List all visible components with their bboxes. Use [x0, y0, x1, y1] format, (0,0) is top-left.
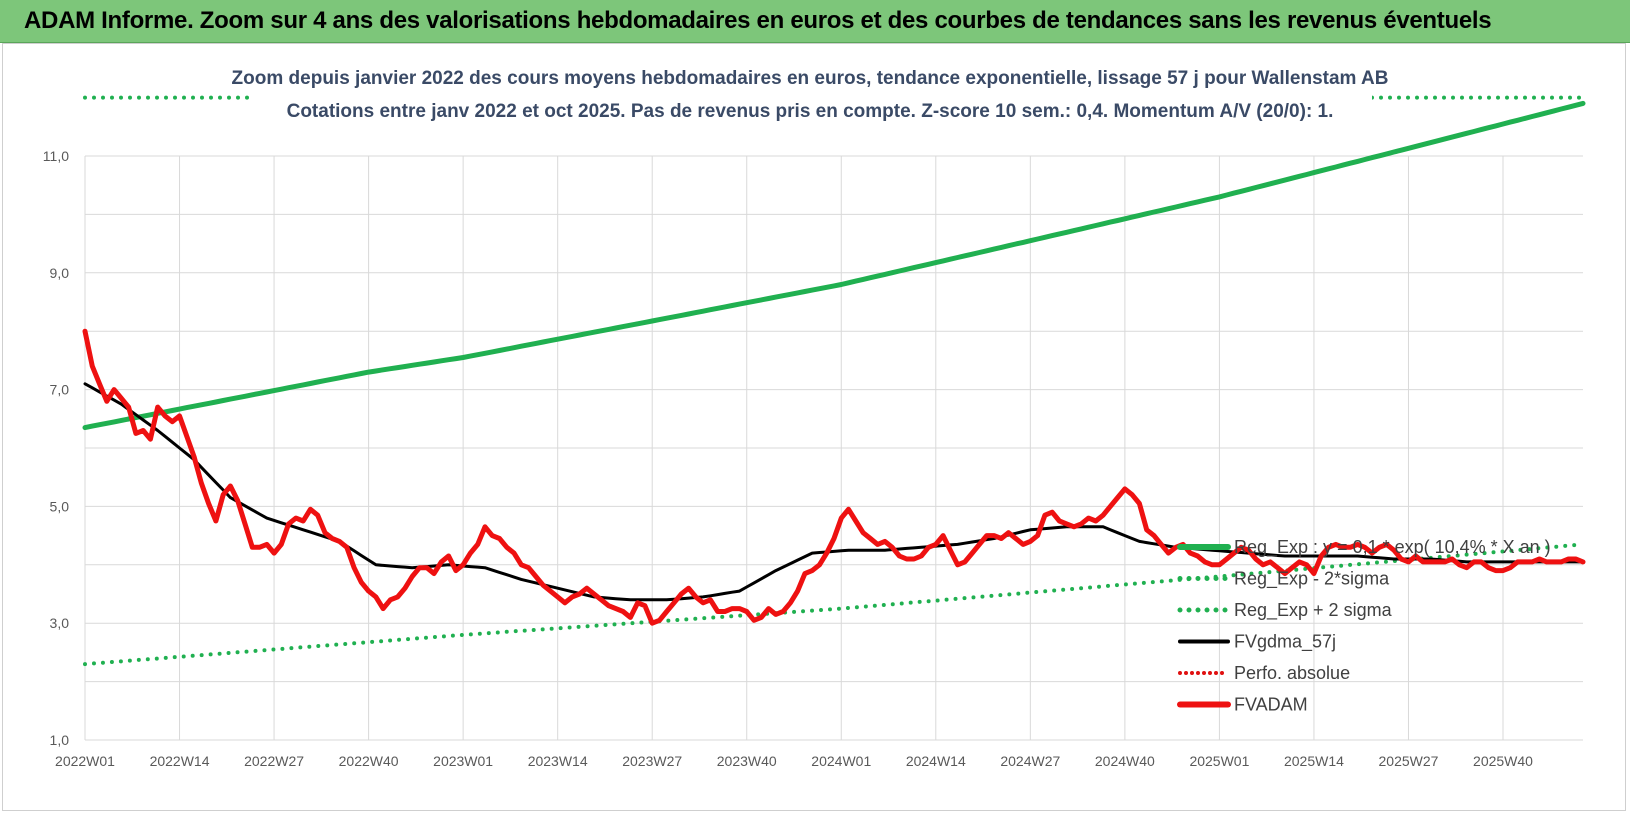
x-tick-label: 2025W27 — [1379, 753, 1439, 769]
reg-exp-minus-2sigma-line-group — [83, 542, 1585, 667]
x-tick-label: 2025W01 — [1189, 753, 1249, 769]
fvgdma-57j-line-group — [83, 382, 1585, 602]
reg-exp-minus-2sigma-line — [83, 542, 1585, 667]
x-tick-label: 2022W27 — [244, 753, 304, 769]
chart-title: Zoom depuis janvier 2022 des cours moyen… — [232, 68, 1389, 122]
y-tick-label: 3,0 — [50, 615, 70, 631]
x-tick-label: 2023W01 — [433, 753, 493, 769]
legend-label-perfo-absolue-line: Perfo. absolue — [1234, 663, 1350, 683]
x-tick-label: 2023W14 — [528, 753, 588, 769]
x-tick-label: 2023W27 — [622, 753, 682, 769]
y-tick-label: 7,0 — [50, 382, 70, 398]
report-header: ADAM Informe. Zoom sur 4 ans des valoris… — [0, 0, 1630, 43]
x-tick-label: 2024W14 — [906, 753, 966, 769]
reg-exp-line — [82, 100, 1586, 431]
legend: Reg_Exp : y = 0,1 * exp( 10,4% * X an ) R… — [1177, 537, 1551, 715]
report-title: ADAM Informe. Zoom sur 4 ans des valoris… — [24, 7, 1492, 34]
legend-label-fvgdma-57j-line: FVgdma_57j — [1234, 632, 1336, 653]
x-tick-label: 2024W01 — [811, 753, 871, 769]
legend-label-reg-exp-plus-2sigma-line: Reg_Exp + 2 sigma — [1234, 600, 1393, 621]
axis-layer: 1,0 3,0 5,0 7,0 9,0 11,0 2022W01 2022W14 2022W27… — [43, 148, 1533, 769]
x-tick-label: 2025W14 — [1284, 753, 1344, 769]
x-tick-label: 2022W14 — [150, 753, 210, 769]
legend-label-fvadam-line: FVADAM — [1234, 695, 1308, 715]
x-tick-label: 2024W27 — [1000, 753, 1060, 769]
legend-label-reg-exp-minus-2sigma-line: Reg_Exp - 2*sigma — [1234, 569, 1390, 590]
x-tick-label: 2022W40 — [339, 753, 399, 769]
chart-subtitle-line-1: Zoom depuis janvier 2022 des cours moyen… — [232, 68, 1389, 89]
fvadam-line-group — [82, 328, 1586, 626]
chart-subtitle-line-2: Cotations entre janv 2022 et oct 2025. P… — [287, 101, 1334, 122]
x-tick-label: 2023W40 — [717, 753, 777, 769]
chart-frame — [2, 43, 1626, 811]
reg-exp-line-group — [82, 100, 1586, 431]
fvgdma-57j-line — [83, 382, 1585, 602]
x-tick-label: 2022W01 — [55, 753, 115, 769]
x-tick-label: 2025W40 — [1473, 753, 1533, 769]
fvadam-line — [82, 328, 1586, 626]
y-tick-label: 1,0 — [50, 732, 70, 748]
y-tick-label: 5,0 — [50, 498, 70, 514]
x-tick-label: 2024W40 — [1095, 753, 1155, 769]
y-tick-label: 9,0 — [50, 265, 70, 281]
legend-label-reg-exp-line: Reg_Exp : y = 0,1 * exp( 10,4% * X an ) — [1234, 537, 1551, 558]
y-tick-label: 11,0 — [43, 148, 69, 164]
grid-layer — [84, 155, 1583, 741]
